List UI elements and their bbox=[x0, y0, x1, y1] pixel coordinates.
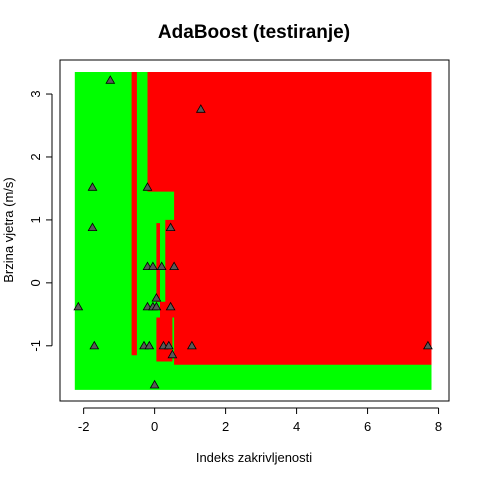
data-point-10 bbox=[169, 261, 179, 271]
x-tick-label: 0 bbox=[151, 419, 158, 434]
data-point-23 bbox=[195, 104, 206, 113]
data-point-1 bbox=[87, 182, 98, 191]
data-point-0 bbox=[105, 75, 116, 84]
data-point-3 bbox=[73, 301, 84, 311]
x-tick-label: 4 bbox=[293, 419, 300, 434]
region-red-4 bbox=[156, 317, 173, 362]
y-tick-label: 2 bbox=[28, 153, 43, 160]
x-tick-label: 8 bbox=[435, 419, 442, 434]
data-point-9 bbox=[156, 261, 167, 271]
data-point-15 bbox=[165, 301, 176, 311]
data-point-8 bbox=[148, 261, 158, 271]
data-point-13 bbox=[151, 292, 162, 302]
y-tick-label: 1 bbox=[28, 216, 43, 223]
plot-frame bbox=[59, 59, 450, 402]
y-axis-label: Brzina vjetra (m/s) bbox=[1, 177, 16, 282]
data-points bbox=[73, 75, 433, 389]
y-tick-label: 3 bbox=[28, 90, 43, 97]
data-point-20 bbox=[187, 340, 197, 350]
y-tick-label: 0 bbox=[28, 279, 43, 286]
region-red-1 bbox=[131, 72, 137, 356]
x-axis: -2 0 2 4 6 8 bbox=[78, 407, 442, 434]
data-point-21 bbox=[167, 349, 178, 359]
decision-regions bbox=[74, 72, 432, 390]
data-point-22 bbox=[149, 379, 160, 389]
data-point-24 bbox=[423, 340, 433, 350]
chart-title: AdaBoost (testiranje) bbox=[158, 22, 350, 43]
x-tick-label: -2 bbox=[78, 419, 90, 434]
data-point-2 bbox=[87, 222, 98, 232]
data-point-5 bbox=[142, 182, 153, 191]
data-point-17 bbox=[144, 340, 155, 350]
y-axis: -1 0 1 2 3 bbox=[28, 90, 53, 352]
data-point-6 bbox=[165, 222, 176, 232]
x-axis-label: Indeks zakrivljenosti bbox=[196, 450, 312, 465]
region-red-2 bbox=[147, 72, 432, 365]
region-red-3 bbox=[156, 223, 160, 302]
data-point-14 bbox=[151, 301, 162, 311]
x-tick-label: 6 bbox=[364, 419, 371, 434]
y-tick-label: -1 bbox=[28, 340, 43, 352]
data-point-4 bbox=[89, 340, 100, 350]
data-point-19 bbox=[163, 340, 174, 350]
x-tick-label: 2 bbox=[222, 419, 229, 434]
